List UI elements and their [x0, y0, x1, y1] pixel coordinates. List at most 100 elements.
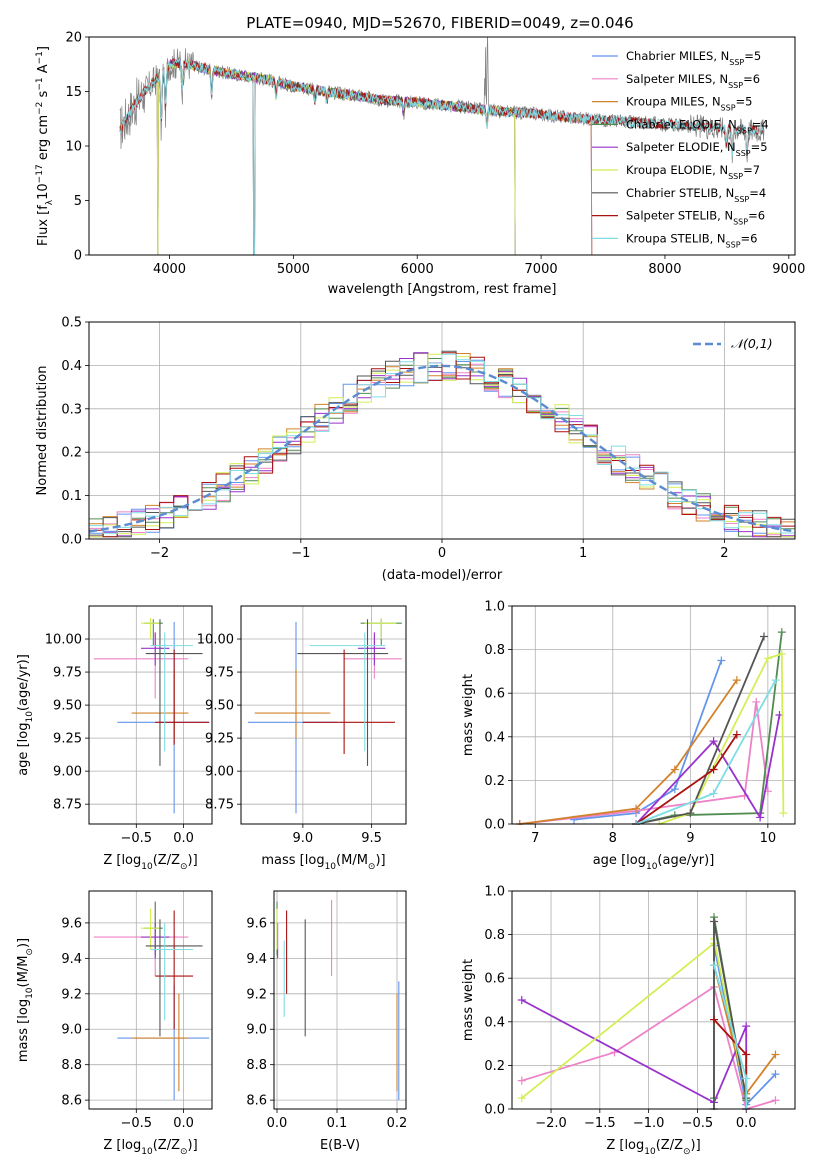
x-axis-label: wavelength [Angstrom, rest frame] — [328, 282, 557, 297]
marker-salpeter-miles — [752, 697, 761, 706]
label-part: age [ — [593, 853, 626, 868]
x-axis-label: Z [log10(Z/Z⊙)] — [606, 1138, 700, 1157]
label-sub: 10 — [25, 987, 35, 999]
label-sub: ⊙ — [25, 948, 35, 956]
marker-kroupa-elodie — [517, 1094, 526, 1103]
marker-salpeter-stelib — [742, 1050, 751, 1059]
marker-kroupa-miles — [732, 676, 741, 685]
legend-name: Kroupa MILES, N — [626, 95, 721, 109]
y-tick-label: 9.0 — [246, 1023, 267, 1038]
y-tick-label: 9.6 — [246, 916, 267, 931]
spectrum-plot-area — [119, 37, 765, 255]
y-tick-label: 5 — [74, 194, 82, 209]
legend-label: 𝒩(0,1) — [731, 336, 773, 351]
label-part: )] — [691, 1138, 701, 1153]
y-tick-label: 0.0 — [61, 533, 82, 548]
label-part: )] — [375, 853, 385, 868]
marker-chabrier-miles — [717, 656, 726, 665]
marker-kroupa-stelib — [710, 961, 719, 970]
x-tick-label: 5000 — [277, 262, 310, 277]
label-part: mass weight — [461, 959, 476, 1041]
legend-label: Chabrier ELODIE, NSSP=4 — [626, 117, 769, 135]
x-tick-label: 2 — [720, 546, 728, 561]
y-tick-label: 0.0 — [484, 818, 505, 833]
label-part: age [ — [16, 742, 31, 775]
y-tick-label: 8.75 — [205, 798, 234, 813]
legend-label: Chabrier MILES, NSSP=5 — [626, 49, 761, 67]
massweight-vs-Z-plot-area — [517, 913, 780, 1110]
marker-chabrier-stelib — [710, 917, 719, 926]
legend-name: Chabrier STELIB, N — [626, 186, 734, 200]
y-tick-label: 10.00 — [197, 633, 234, 648]
y-tick-label: 8.6 — [246, 1094, 267, 1109]
x-tick-label: 7 — [531, 831, 539, 846]
marker-kroupa-elodie — [779, 809, 788, 818]
label-part: mass [ — [261, 853, 304, 868]
model-spectrum-salpeter-miles — [119, 58, 593, 255]
y-tick-label: 0.1 — [61, 489, 82, 504]
label-part: (Z/Z — [153, 853, 180, 868]
x-tick-label: 0.2 — [387, 1116, 408, 1131]
legend-name: Salpeter MILES, N — [626, 72, 728, 86]
x-tick-label: −2.0 — [535, 1116, 567, 1131]
x-tick-label: −1 — [291, 546, 310, 561]
marker-kroupa-stelib — [709, 789, 718, 798]
axes-frame — [88, 605, 213, 825]
label-part: wavelength [Angstrom, rest frame] — [328, 282, 557, 297]
y-label-part: erg cm — [36, 115, 51, 164]
legend-end: =5 — [744, 49, 761, 63]
legend-sub: SSP — [734, 194, 749, 203]
y-tick-label: 0.3 — [61, 402, 82, 417]
figure-title: PLATE=0940, MJD=52670, FIBERID=0049, z=0… — [246, 14, 633, 32]
legend-label: Salpeter MILES, NSSP=6 — [626, 72, 760, 90]
x-tick-label: 9.0 — [293, 831, 314, 846]
x-tick-label: 0.0 — [173, 1116, 194, 1131]
legend-name: Chabrier ELODIE, N — [626, 117, 737, 131]
label-part: (M/M — [16, 956, 31, 988]
x-tick-label: 0.0 — [267, 1116, 288, 1131]
marker-salpeter-stelib — [732, 730, 741, 739]
y-tick-label: 1.0 — [484, 600, 505, 615]
y-tick-label: 0.2 — [484, 1059, 505, 1074]
y-tick-label: 9.75 — [53, 666, 82, 681]
marker-kroupa-stelib — [771, 676, 780, 685]
label-part: Z [ — [103, 1138, 121, 1153]
y-axis-label: age [log10(age/yr)] — [16, 654, 35, 776]
y-tick-label: 0.2 — [484, 774, 505, 789]
x-tick-label: 6000 — [401, 262, 434, 277]
x-tick-label: 10 — [760, 831, 777, 846]
label-sub: ⊙ — [368, 862, 376, 872]
x-tick-label: 0 — [438, 546, 446, 561]
label-part: log — [626, 853, 646, 868]
marker-kroupa-stelib — [742, 1074, 751, 1083]
marker-salpeter-elodie — [742, 1022, 751, 1031]
axes-frame — [240, 605, 407, 825]
y-tick-label: 0.4 — [484, 1015, 505, 1030]
marker-salpeter-stelib — [709, 765, 718, 774]
x-tick-label: 0.0 — [173, 831, 194, 846]
y-tick-label: 9.00 — [205, 765, 234, 780]
label-part: log — [121, 853, 141, 868]
y-label-part: Flux [f — [36, 205, 51, 246]
x-axis-label: E(B-V) — [320, 1138, 360, 1153]
label-part: log — [121, 1138, 141, 1153]
axes-frame — [273, 890, 407, 1110]
marker-kroupa-elodie — [777, 649, 786, 658]
y-tick-label: 0.8 — [484, 928, 505, 943]
x-tick-label: 9.5 — [361, 831, 382, 846]
legend-label: Kroupa STELIB, NSSP=6 — [626, 231, 757, 249]
x-axis-label: mass [log10(M/M⊙)] — [261, 853, 385, 872]
y-label-part: −17 — [35, 164, 45, 183]
label-part: log — [624, 1138, 644, 1153]
legend-sub: SSP — [728, 80, 743, 89]
model-spectrum-chabrier-miles — [119, 58, 593, 255]
label-part: (age/yr)] — [657, 853, 714, 868]
marker-salpeter-miles — [771, 1096, 780, 1105]
label-part: (age/yr)] — [16, 654, 31, 711]
label-sub: 10 — [644, 1147, 656, 1157]
legend-sub: SSP — [733, 217, 748, 226]
y-tick-label: 9.25 — [205, 732, 234, 747]
label-part: )] — [16, 938, 31, 948]
label-part: log — [16, 723, 31, 743]
